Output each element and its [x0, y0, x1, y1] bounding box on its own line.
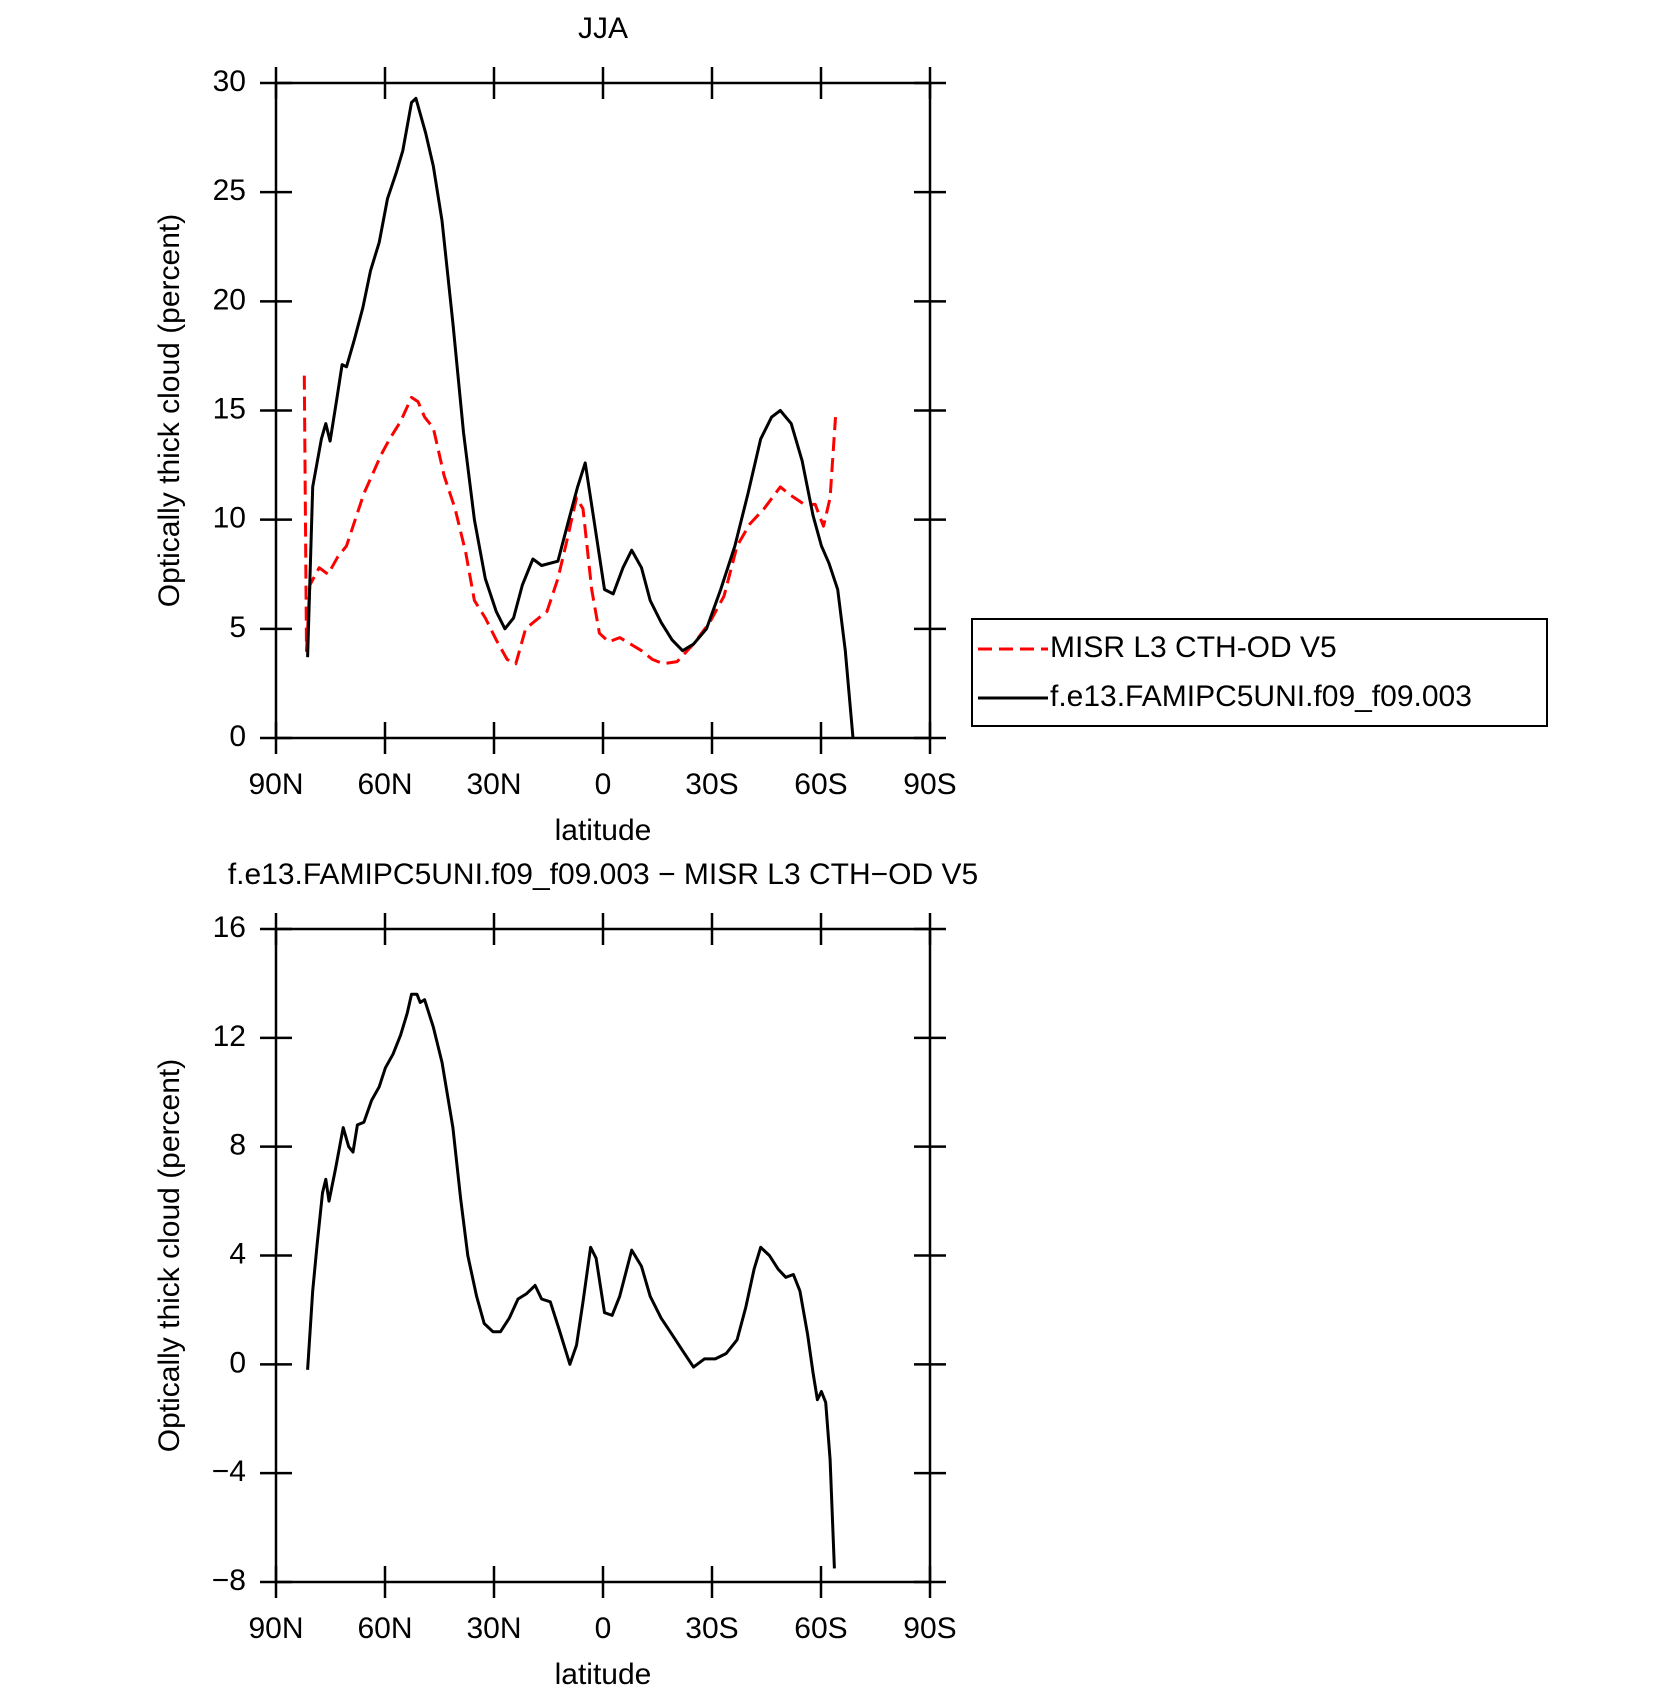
- x-tick-label: 60S: [794, 1612, 847, 1645]
- x-tick-label: 30N: [466, 1612, 521, 1645]
- y-tick-label: 10: [213, 502, 246, 535]
- chart-title: JJA: [578, 12, 628, 45]
- x-tick-label: 90S: [903, 1612, 956, 1645]
- y-tick-label: −4: [212, 1455, 246, 1488]
- x-axis-label: latitude: [555, 814, 652, 847]
- y-axis-label: Optically thick cloud (percent): [153, 214, 186, 608]
- y-tick-label: 5: [229, 611, 246, 644]
- x-tick-label: 30S: [685, 768, 738, 801]
- legend-box: [971, 618, 1548, 727]
- x-tick-label: 30S: [685, 1612, 738, 1645]
- chart-title: f.e13.FAMIPC5UNI.f09_f09.003 − MISR L3 C…: [228, 858, 978, 891]
- x-tick-label: 90S: [903, 768, 956, 801]
- y-tick-label: 15: [213, 392, 246, 425]
- legend-label: f.e13.FAMIPC5UNI.f09_f09.003: [1050, 680, 1472, 713]
- x-tick-label: 90N: [248, 768, 303, 801]
- x-tick-label: 60N: [357, 1612, 412, 1645]
- y-tick-label: 20: [213, 283, 246, 316]
- plot-frame: [274, 81, 932, 740]
- y-axis-label: Optically thick cloud (percent): [153, 1059, 186, 1453]
- x-tick-label: 0: [595, 1612, 612, 1645]
- y-tick-label: 30: [213, 65, 246, 98]
- y-tick-label: 12: [213, 1020, 246, 1053]
- x-tick-label: 30N: [466, 768, 521, 801]
- y-tick-label: 16: [213, 911, 246, 944]
- x-tick-label: 60N: [357, 768, 412, 801]
- y-tick-label: 0: [229, 720, 246, 753]
- legend-label: MISR L3 CTH-OD V5: [1050, 631, 1337, 664]
- x-tick-label: 0: [595, 768, 612, 801]
- x-tick-label: 90N: [248, 1612, 303, 1645]
- data-line: [306, 96, 855, 739]
- y-tick-label: −8: [212, 1564, 246, 1597]
- y-tick-label: 4: [229, 1237, 246, 1270]
- y-tick-label: 0: [229, 1346, 246, 1379]
- x-axis-label: latitude: [555, 1658, 652, 1691]
- data-line: [306, 992, 836, 1569]
- y-tick-label: 25: [213, 174, 246, 207]
- data-line: [302, 375, 837, 666]
- x-tick-label: 60S: [794, 768, 847, 801]
- y-tick-label: 8: [229, 1129, 246, 1162]
